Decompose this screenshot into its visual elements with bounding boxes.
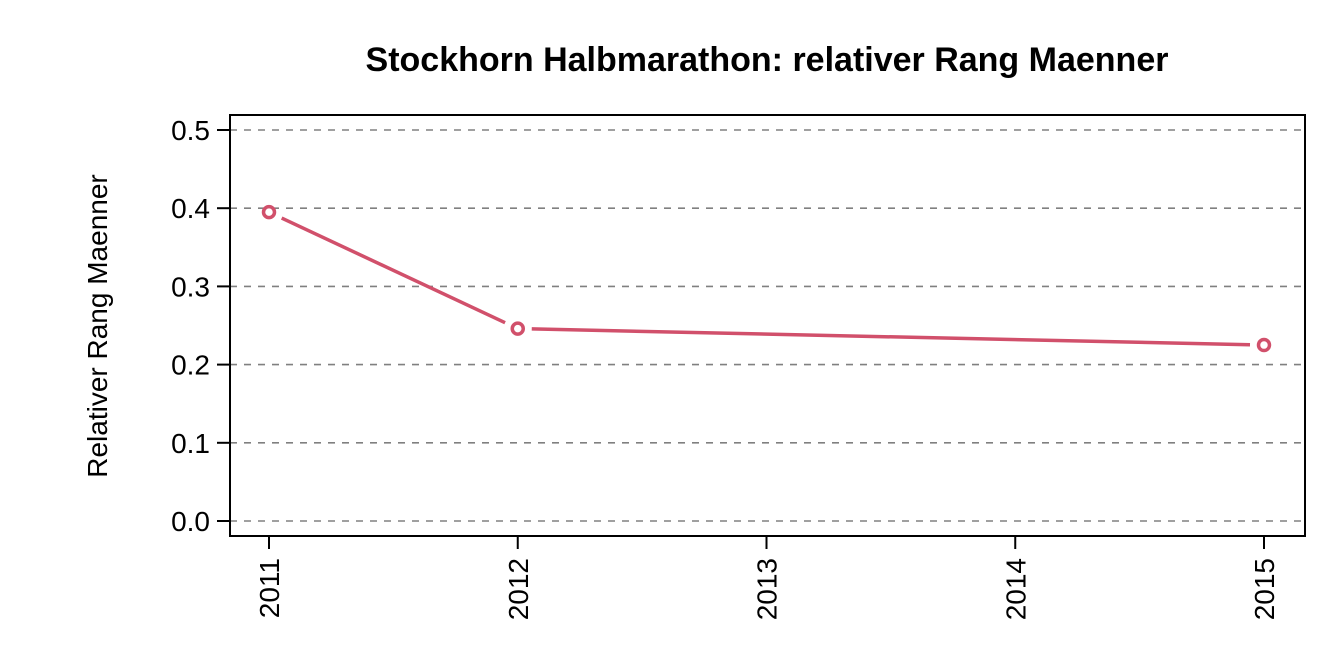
y-tick-label-4: 0.4 (171, 193, 210, 224)
series-0-point-1 (510, 321, 525, 336)
series-0-segment-1 (531, 327, 1251, 347)
x-axis: 2011 2012 2013 2014 2015 (254, 535, 1280, 620)
chart-title: Stockhorn Halbmarathon: relativer Rang M… (366, 41, 1169, 79)
y-axis: 0.0 0.1 0.2 0.3 0.4 0.5 (171, 115, 231, 537)
y-axis-label: Relativer Rang Maenner (82, 174, 113, 478)
x-tick-label-4: 2015 (1249, 558, 1280, 620)
y-tick-label-1: 0.1 (171, 428, 210, 459)
x-tick-label-0: 2011 (254, 558, 285, 618)
series-0-point-0 (261, 204, 277, 220)
gridlines (230, 129, 1305, 522)
y-tick-label-0: 0.0 (171, 506, 210, 537)
y-tick-label-2: 0.2 (171, 350, 210, 381)
series-0-segment-0 (280, 216, 506, 325)
data-series (261, 204, 1272, 353)
x-tick-label-2: 2013 (752, 558, 783, 620)
x-tick-label-3: 2014 (1000, 558, 1031, 620)
y-tick-label-3: 0.3 (171, 271, 210, 302)
series-0-point-2 (1256, 337, 1272, 353)
plot-area-frame (229, 114, 1306, 537)
y-tick-label-5: 0.5 (171, 115, 210, 146)
x-tick-label-1: 2012 (503, 558, 534, 620)
